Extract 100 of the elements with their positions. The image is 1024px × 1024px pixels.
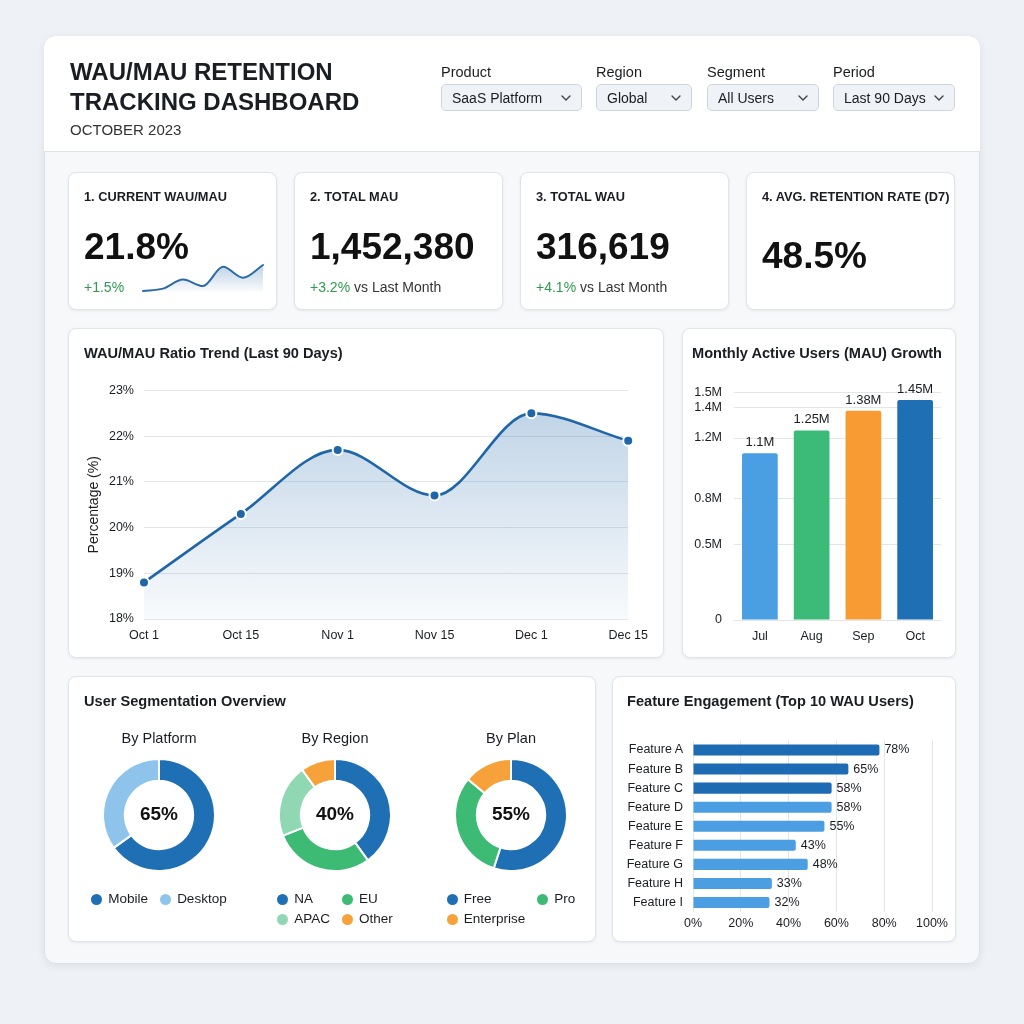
legend-label: Free bbox=[463, 891, 492, 907]
text: 1. CURRENT WAU/MAU bbox=[84, 189, 227, 205]
annotation: 21.8% bbox=[84, 225, 189, 269]
bar bbox=[693, 839, 796, 851]
y-tick-label: 18% bbox=[108, 611, 134, 626]
data-label: 43% bbox=[800, 837, 826, 852]
y-tick-label: Feature G bbox=[626, 856, 683, 871]
legend-label: Pro bbox=[554, 891, 576, 907]
text: 40% bbox=[315, 803, 355, 825]
text: vs Last Month bbox=[580, 279, 668, 295]
bar bbox=[693, 744, 880, 756]
x-tick-label: Aug bbox=[800, 628, 823, 643]
legend-label: NA bbox=[294, 891, 313, 907]
text: Segment bbox=[707, 64, 766, 80]
text: Product bbox=[441, 64, 491, 80]
bar bbox=[897, 400, 933, 620]
bar bbox=[845, 410, 882, 620]
data-label: 1.38M bbox=[845, 391, 882, 407]
y-tick-label: Feature H bbox=[627, 875, 683, 890]
text: +3.2% bbox=[310, 279, 351, 295]
y-tick-label: 0.8M bbox=[694, 491, 722, 506]
text: 316,619 bbox=[536, 225, 670, 269]
chart-title: Feature Engagement (Top 10 WAU Users) bbox=[627, 692, 914, 710]
legend-label: APAC bbox=[294, 911, 330, 927]
x-tick-label: Oct 15 bbox=[222, 627, 260, 642]
data-label: 1.25M bbox=[793, 411, 830, 427]
y-tick-label: Feature B bbox=[628, 761, 683, 776]
y-tick-label: Feature C bbox=[627, 780, 683, 795]
data-label: 1.1M bbox=[745, 434, 775, 450]
legend-label: Enterprise bbox=[463, 911, 526, 927]
text: 4. AVG. RETENTION RATE (D7) bbox=[762, 189, 950, 205]
y-tick-label: 0 bbox=[715, 612, 723, 627]
bar bbox=[693, 877, 772, 889]
chart-title: By Plan bbox=[485, 729, 537, 748]
text: 55% bbox=[491, 803, 531, 825]
text: WAU/MAU RETENTION TRACKING DASHBOARD bbox=[70, 57, 361, 117]
data-label: 78% bbox=[884, 742, 910, 757]
x-tick-label: Jul bbox=[751, 628, 768, 643]
y-tick-label: 0.5M bbox=[694, 536, 722, 551]
legend-label: Desktop bbox=[177, 891, 227, 907]
dropdown-field: Global bbox=[596, 84, 692, 111]
text: User Segmentation Overview bbox=[84, 692, 286, 710]
x-tick-label: Dec 15 bbox=[608, 627, 649, 642]
data-label: 55% bbox=[829, 818, 855, 833]
data-label: 33% bbox=[776, 875, 802, 890]
x-tick-label: Nov 1 bbox=[321, 627, 355, 642]
bar bbox=[693, 801, 832, 813]
dropdown-field: All Users bbox=[707, 84, 819, 111]
bar bbox=[693, 896, 770, 908]
bar bbox=[693, 763, 849, 775]
data-label: 1.45M bbox=[897, 381, 934, 397]
text: +4.1% bbox=[536, 279, 577, 295]
text: +1.5% bbox=[84, 279, 125, 295]
y-tick-label: Feature F bbox=[628, 837, 684, 852]
text: 65% bbox=[139, 803, 179, 825]
data-label: 32% bbox=[774, 894, 800, 909]
x-tick-label: 60% bbox=[823, 915, 849, 930]
x-tick-label: 0% bbox=[683, 915, 703, 930]
bar bbox=[742, 453, 778, 620]
dropdown-field: Last 90 Days bbox=[833, 84, 955, 111]
x-tick-label: Oct 1 bbox=[129, 627, 159, 642]
y-tick-label: 19% bbox=[108, 565, 134, 580]
chart-title: By Platform bbox=[120, 729, 198, 748]
x-tick-label: Sep bbox=[852, 628, 875, 643]
text: vs Last Month bbox=[354, 279, 442, 295]
data-label: 58% bbox=[836, 799, 862, 814]
legend-label: EU bbox=[359, 891, 378, 907]
chart-title: Monthly Active Users (MAU) Growth bbox=[692, 344, 943, 362]
x-tick-label: Nov 15 bbox=[414, 627, 455, 642]
text: OCTOBER 2023 bbox=[70, 121, 182, 139]
text: 3. TOTAL WAU bbox=[536, 189, 625, 205]
data-label: 58% bbox=[836, 780, 862, 795]
dropdown-field: SaaS Platform bbox=[441, 84, 582, 111]
y-tick-label: 22% bbox=[108, 428, 134, 443]
text: Period bbox=[833, 64, 875, 80]
y-tick-label: 1.2M bbox=[694, 430, 722, 445]
y-tick-label: 21% bbox=[108, 474, 134, 489]
legend-label: Other bbox=[359, 911, 393, 927]
text: Region bbox=[596, 64, 642, 80]
y-tick-label: Feature E bbox=[628, 818, 683, 833]
y-axis-title: Percentage (%) bbox=[85, 456, 102, 554]
bar bbox=[693, 782, 832, 794]
y-tick-label: Feature A bbox=[628, 742, 684, 757]
y-tick-label: 1.5M bbox=[694, 384, 722, 399]
x-tick-label: 20% bbox=[728, 915, 754, 930]
chart-title: By Region bbox=[300, 729, 370, 748]
chart-title: WAU/MAU Ratio Trend (Last 90 Days) bbox=[84, 344, 343, 362]
text: 48.5% bbox=[762, 234, 867, 278]
y-tick-label: Feature I bbox=[632, 894, 683, 909]
text: 2. TOTAL MAU bbox=[310, 189, 399, 205]
legend-label: Mobile bbox=[108, 891, 149, 907]
data-label: 65% bbox=[853, 761, 879, 776]
x-tick-label: 100% bbox=[916, 915, 948, 930]
x-tick-label: Oct bbox=[905, 628, 926, 643]
y-tick-label: 20% bbox=[108, 520, 134, 535]
text: 1,452,380 bbox=[310, 225, 475, 269]
x-tick-label: Dec 1 bbox=[515, 627, 548, 642]
bar bbox=[793, 430, 830, 620]
y-tick-label: Feature D bbox=[627, 799, 683, 814]
data-label: 48% bbox=[812, 856, 838, 871]
